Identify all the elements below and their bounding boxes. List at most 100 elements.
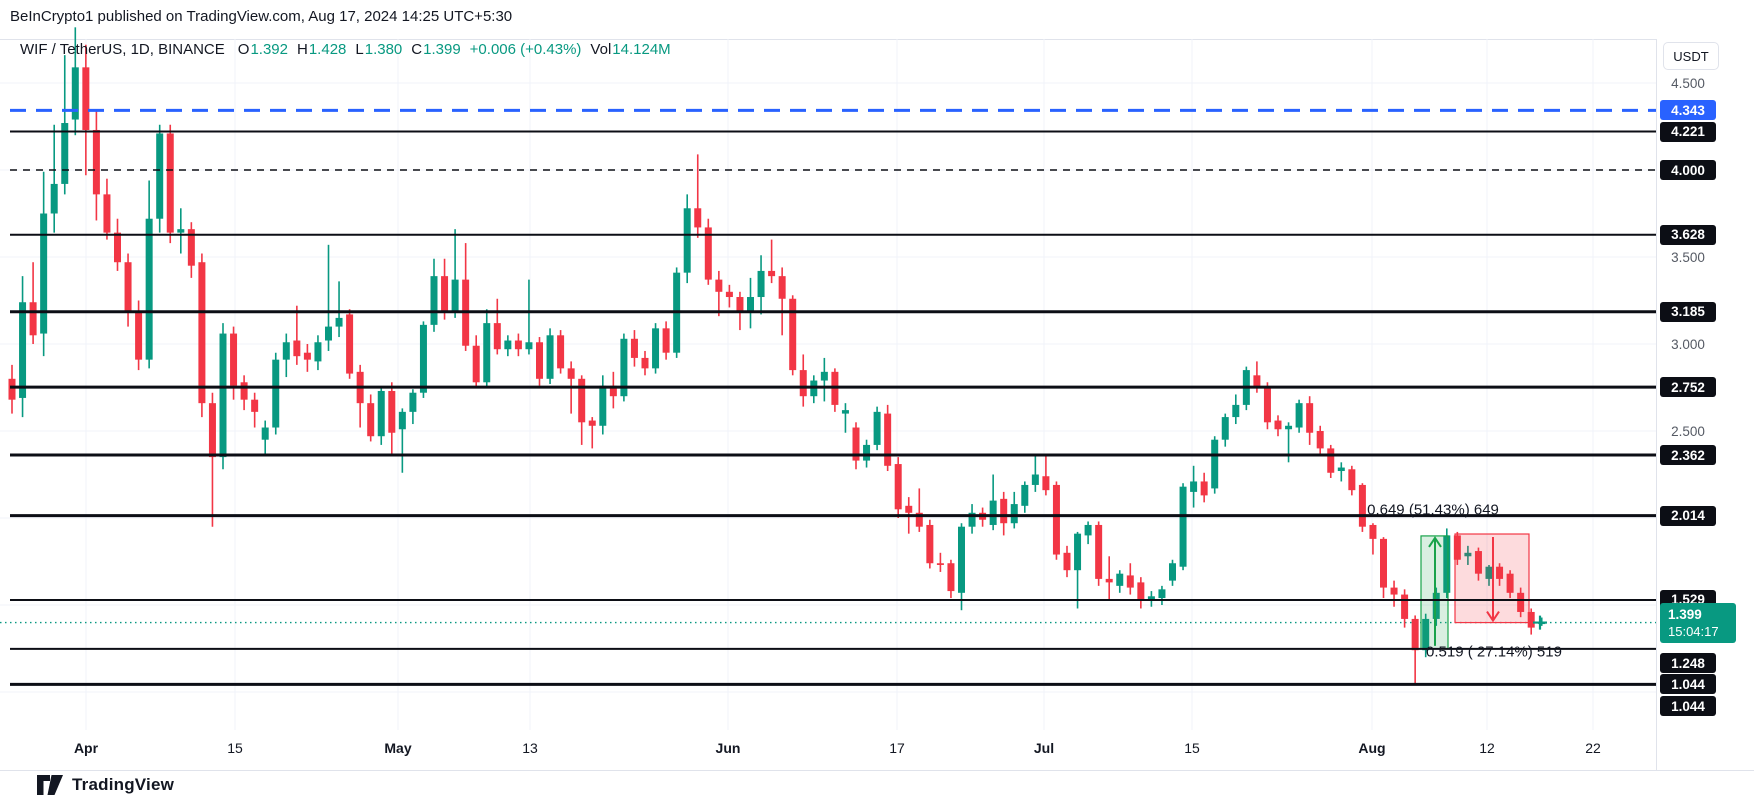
candle-body	[757, 270, 765, 298]
candle-body	[1517, 592, 1525, 612]
candle-body	[92, 129, 100, 195]
price-label-value: 2.014	[1671, 508, 1705, 524]
candle-body	[894, 464, 902, 510]
open-value: 1.392	[250, 41, 288, 58]
candle-body	[1190, 481, 1198, 492]
price-label-value: 1.248	[1671, 655, 1705, 671]
price-label-value: 4.343	[1671, 102, 1705, 118]
candle-body	[1010, 504, 1018, 524]
candle-body	[472, 345, 480, 383]
high-label: H	[297, 41, 308, 58]
time-axis[interactable]: Apr 15 May 13 Jun 17 Jul 15 Aug 12 22	[0, 731, 1656, 770]
candle-body	[905, 505, 913, 513]
candle-body	[1084, 524, 1092, 536]
candle-body	[198, 262, 206, 404]
candle-body	[1527, 611, 1535, 628]
candle-body	[335, 317, 343, 327]
candle-body	[441, 276, 449, 313]
candle-body	[1179, 486, 1187, 567]
price-axis-label: 3.000	[1660, 334, 1716, 354]
candle-body	[367, 403, 375, 437]
candle-body	[1137, 582, 1145, 600]
candle-body	[493, 323, 501, 350]
candle-body	[947, 563, 955, 592]
candle-body	[1031, 474, 1039, 485]
price-label-value: 4.500	[1671, 75, 1705, 91]
candle-body	[1158, 589, 1166, 599]
time-axis-label: Apr	[73, 740, 99, 756]
candle-body	[251, 399, 259, 412]
close-label: C	[411, 41, 423, 58]
candle-body	[1232, 404, 1240, 418]
candle-body	[915, 512, 923, 527]
price-axis[interactable]: USDT 4.500 4.343 4.221 4.000 3.628 3.500 3.185…	[1657, 39, 1754, 770]
candle-body	[704, 227, 712, 280]
candle-body	[1464, 552, 1472, 557]
open-label: O	[237, 41, 250, 58]
candle-body	[873, 411, 881, 445]
price-label-value: 2.752	[1671, 379, 1705, 395]
price-axis-label: 1.044	[1660, 696, 1716, 716]
candle-body	[293, 340, 301, 357]
candle-body	[1474, 551, 1482, 574]
price-range-label-down: 0.519 ( 27.14%) 519	[1426, 643, 1562, 661]
price-axis-label: 2.500	[1660, 421, 1716, 441]
time-axis-label: 22	[1585, 740, 1601, 756]
price-axis-label: 2.752	[1660, 377, 1716, 398]
candle-body	[208, 403, 216, 458]
candle-body	[325, 326, 332, 341]
candle-body	[388, 390, 396, 433]
candle-body	[40, 213, 48, 334]
candle-body	[578, 378, 586, 423]
symbol-title: WIF / TetherUS, 1D, BINANCE	[20, 41, 225, 58]
time-axis-label: Aug	[1358, 740, 1386, 756]
candle-body	[536, 342, 543, 379]
header-divider	[0, 39, 1754, 40]
candle-body	[1105, 578, 1113, 583]
close-value: 1.399	[423, 41, 461, 58]
price-axis-label: 3.628	[1660, 224, 1716, 245]
currency-toggle-button[interactable]: USDT	[1663, 42, 1719, 70]
candle-body	[1306, 403, 1314, 433]
tradingview-watermark[interactable]: TradingView	[36, 774, 174, 796]
candle-body	[989, 500, 997, 525]
price-axis-label: 4.000	[1660, 160, 1716, 180]
price-label-value: 3.628	[1671, 227, 1705, 243]
candle-body	[1074, 533, 1082, 571]
candle-body	[1052, 484, 1060, 555]
low-label: L	[355, 41, 364, 58]
candle-body	[1063, 552, 1071, 571]
price-axis-label: 1.044	[1660, 674, 1716, 695]
change-value: +0.006 (+0.43%)	[469, 41, 582, 58]
candle-body	[29, 302, 37, 336]
candle-body	[1263, 387, 1271, 423]
price-axis-label: 1.248	[1660, 653, 1716, 673]
price-label-value: 2.500	[1671, 423, 1705, 439]
candle-body	[1211, 439, 1219, 489]
time-axis-label: 15	[227, 740, 243, 756]
candle-body	[1116, 573, 1124, 586]
candle-body	[261, 427, 269, 440]
candle-body	[419, 324, 427, 393]
candle-body	[272, 359, 280, 428]
bar-countdown-timer: 15:04:17	[1668, 623, 1719, 639]
candle-body	[884, 413, 892, 466]
candle-body	[483, 323, 491, 383]
price-axis-label: 4.500	[1660, 73, 1716, 93]
candle-body	[958, 526, 965, 593]
time-axis-divider	[0, 770, 1754, 771]
candle-body	[736, 297, 744, 313]
price-label-value: 4.221	[1671, 124, 1705, 140]
candle-body	[926, 524, 934, 564]
candle-body	[662, 328, 670, 353]
candle-body	[8, 378, 16, 400]
candle-body	[1496, 566, 1504, 579]
price-label-value: 3.000	[1671, 336, 1705, 352]
candle-body	[177, 229, 185, 233]
candle-body	[282, 342, 290, 360]
time-axis-label: 13	[522, 740, 538, 756]
candle-body	[187, 229, 195, 266]
candle-body	[715, 279, 723, 292]
